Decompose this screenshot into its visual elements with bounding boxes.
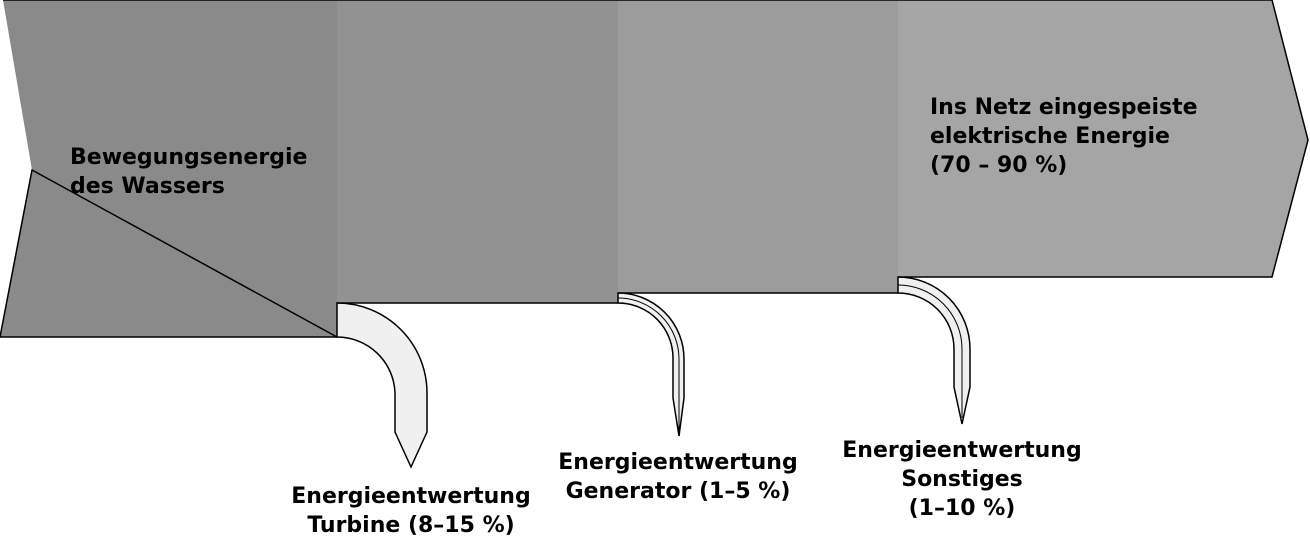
input-label-line-1: Bewegungsenergie (70, 145, 308, 170)
loss-arrow-other-inner (897, 284, 963, 418)
flow-stage-after-turbine (337, 0, 618, 303)
loss-arrow-generator-inner (617, 297, 680, 430)
loss-arrow-other (897, 276, 971, 425)
loss-other-line-1: Energieentwertung (842, 438, 1082, 463)
loss-label-generator: Energieentwertung Generator (1–5 %) (557, 448, 799, 506)
loss-turbine-line-2: Turbine (8–15 %) (307, 513, 515, 538)
output-energy-label: Ins Netz eingespeiste elektrische Energi… (930, 93, 1198, 180)
loss-arrow-turbine (336, 302, 428, 469)
loss-turbine-line-1: Energieentwertung (291, 484, 531, 509)
loss-other-line-3: (1–10 %) (908, 496, 1016, 521)
flow-outline (0, 0, 1309, 338)
flow-stage-grid-output (898, 0, 1308, 277)
input-energy-label: Bewegungsenergie des Wassers (70, 143, 307, 201)
flow-stage-after-generator (618, 0, 898, 293)
output-label-line-3: (70 – 90 %) (930, 153, 1068, 178)
loss-label-turbine: Energieentwertung Turbine (8–15 %) (290, 482, 532, 540)
output-label-line-1: Ins Netz eingespeiste (930, 95, 1198, 120)
flow-stage-water-energy (0, 0, 337, 337)
loss-generator-line-1: Energieentwertung (558, 450, 798, 475)
input-label-line-2: des Wassers (70, 174, 225, 199)
output-label-line-2: elektrische Energie (930, 124, 1170, 149)
loss-other-line-2: Sonstiges (901, 467, 1023, 492)
loss-generator-line-2: Generator (1–5 %) (565, 479, 791, 504)
loss-label-other: Energieentwertung Sonstiges (1–10 %) (841, 436, 1083, 523)
loss-arrow-generator (617, 292, 685, 437)
